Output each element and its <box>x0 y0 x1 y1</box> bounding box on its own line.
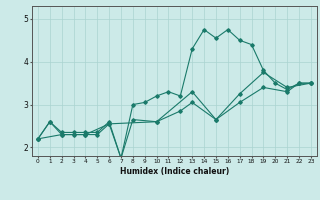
X-axis label: Humidex (Indice chaleur): Humidex (Indice chaleur) <box>120 167 229 176</box>
